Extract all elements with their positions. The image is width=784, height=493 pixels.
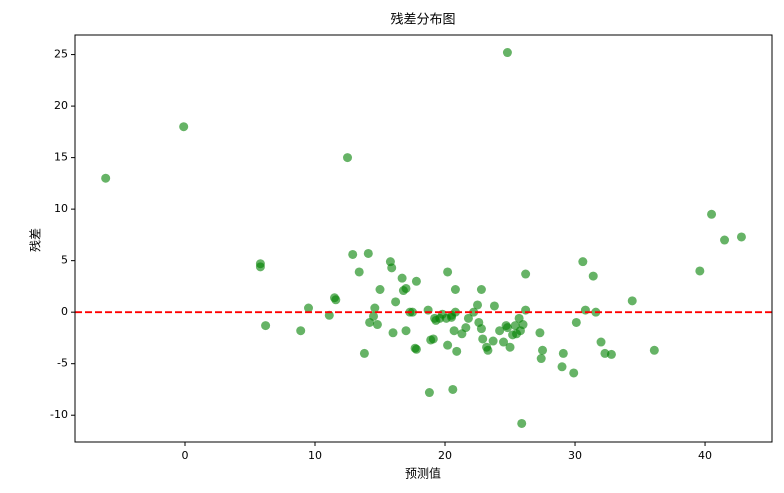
- point: [443, 340, 453, 350]
- point: [536, 354, 546, 364]
- point: [423, 305, 433, 315]
- point: [476, 285, 486, 295]
- y-tick-label: 10: [54, 202, 68, 215]
- x-tick-label: 0: [181, 449, 188, 462]
- point: [578, 257, 588, 267]
- point: [397, 273, 407, 283]
- point: [387, 263, 397, 273]
- point: [449, 326, 459, 336]
- point: [535, 328, 545, 338]
- y-axis-label: 残差: [29, 228, 43, 252]
- point: [463, 313, 473, 323]
- point: [495, 326, 505, 336]
- point: [606, 349, 616, 359]
- point: [411, 344, 421, 354]
- point: [580, 305, 590, 315]
- point: [476, 324, 486, 334]
- x-axis-label: 预测值: [405, 466, 441, 481]
- x-tick-label: 40: [698, 449, 712, 462]
- point: [720, 235, 730, 245]
- point: [391, 297, 401, 307]
- x-tick-label: 20: [438, 449, 452, 462]
- chart-title: 残差分布图: [390, 13, 455, 28]
- point: [538, 345, 548, 355]
- point: [736, 232, 746, 242]
- point: [557, 362, 567, 372]
- point: [448, 384, 458, 394]
- point: [502, 48, 512, 58]
- point: [304, 303, 314, 313]
- point: [348, 249, 358, 259]
- x-tick-label: 10: [308, 449, 322, 462]
- point: [558, 348, 568, 358]
- point: [649, 345, 659, 355]
- point: [359, 348, 369, 358]
- y-tick-label: 5: [61, 254, 68, 267]
- point: [627, 296, 637, 306]
- point: [331, 295, 341, 305]
- point: [469, 307, 479, 317]
- point: [261, 321, 271, 331]
- point: [521, 269, 531, 279]
- point: [502, 323, 512, 333]
- point: [343, 153, 353, 163]
- point: [375, 285, 385, 295]
- point: [179, 122, 189, 132]
- point: [443, 267, 453, 277]
- point: [363, 248, 373, 258]
- point: [483, 345, 493, 355]
- y-tick-label: 20: [54, 99, 68, 112]
- x-tick-label: 30: [568, 449, 582, 462]
- point: [424, 388, 434, 398]
- point: [707, 209, 717, 219]
- point: [411, 276, 421, 286]
- point: [296, 326, 306, 336]
- point: [505, 342, 515, 352]
- plot-frame: [74, 34, 773, 443]
- point: [518, 320, 528, 330]
- y-tick-label: 0: [61, 305, 68, 318]
- point: [401, 283, 411, 293]
- point: [478, 334, 488, 344]
- point: [370, 303, 380, 313]
- point: [521, 305, 531, 315]
- y-tick-label: -5: [57, 357, 68, 370]
- point: [473, 300, 483, 310]
- point: [499, 337, 509, 347]
- point: [255, 262, 265, 272]
- point: [428, 334, 438, 344]
- point: [695, 266, 705, 276]
- point: [588, 271, 598, 281]
- point: [488, 336, 498, 346]
- point: [388, 328, 398, 338]
- y-tick-label: 25: [54, 48, 68, 61]
- point: [517, 418, 527, 428]
- point: [569, 368, 579, 378]
- point: [372, 320, 382, 330]
- point: [452, 346, 462, 356]
- y-tick-label: -10: [50, 408, 68, 421]
- point: [571, 317, 581, 327]
- point: [461, 323, 471, 333]
- point: [489, 301, 499, 311]
- point: [401, 326, 411, 336]
- point: [101, 173, 111, 183]
- point: [408, 307, 418, 317]
- point: [450, 285, 460, 295]
- y-tick-label: 15: [54, 151, 68, 164]
- point: [369, 311, 379, 321]
- point: [354, 267, 364, 277]
- point: [596, 337, 606, 347]
